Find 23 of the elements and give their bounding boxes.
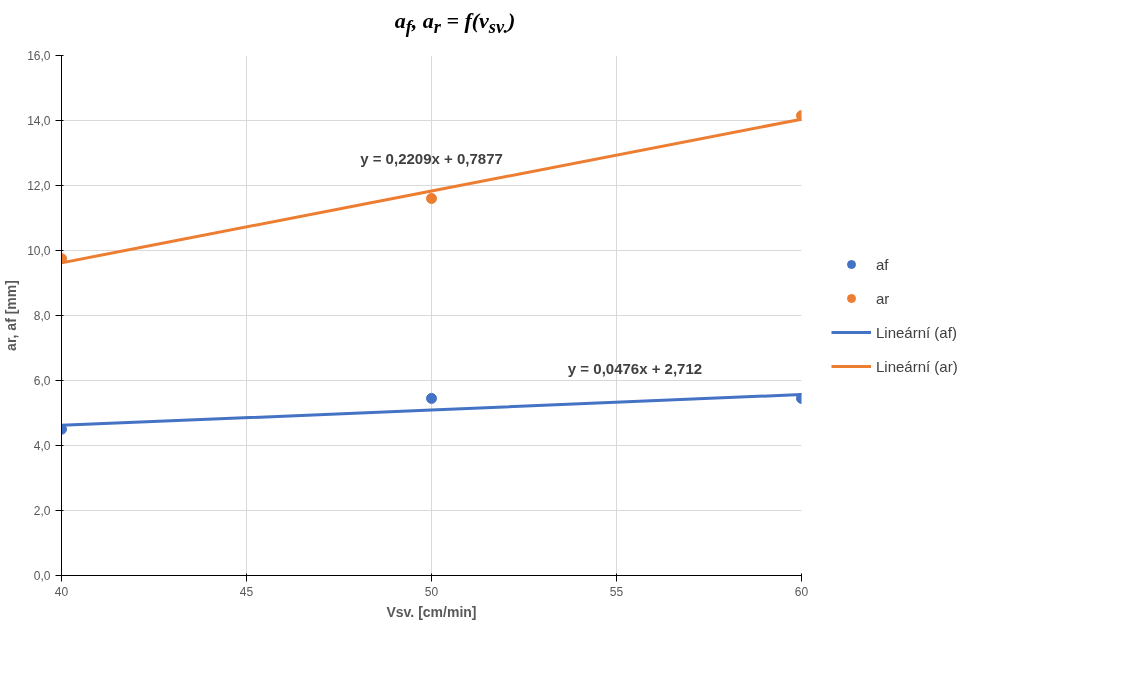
legend-label: af	[876, 255, 890, 273]
x-tick-label: 55	[609, 584, 624, 599]
legend-label: ar	[876, 289, 891, 307]
y-tick-label: 2,0	[33, 504, 51, 518]
annotation: y = 0,2209x + 0,7877	[360, 150, 503, 168]
chart-title: a$_{f}$, a$_{r}$ = f(v$_{sv.}$)	[393, 7, 517, 40]
y-tick-label: 0,0	[33, 569, 51, 583]
y-tick-label: 16,0	[27, 49, 51, 63]
y-tick-label: 4,0	[33, 439, 51, 453]
legend-label: Lineární (ar)	[876, 357, 958, 375]
x-tick-label: 60	[794, 584, 809, 599]
y-tick-label: 12,0	[27, 179, 51, 193]
y-tick-label: 8,0	[33, 309, 51, 323]
y-axis-title: ar, af [mm]	[3, 280, 20, 351]
y-tick-label: 10,0	[27, 244, 51, 258]
y-tick-label: 6,0	[33, 374, 51, 388]
x-tick-label: 45	[239, 584, 254, 599]
x-tick-label: 40	[54, 584, 69, 599]
x-tick-label: 50	[424, 584, 439, 599]
y-tick-label: 14,0	[27, 114, 51, 128]
x-axis-title: Vsv. [cm/min]	[386, 603, 477, 620]
annotation: y = 0,0476x + 2,712	[567, 360, 703, 378]
legend-label: Lineární (af)	[876, 323, 957, 341]
